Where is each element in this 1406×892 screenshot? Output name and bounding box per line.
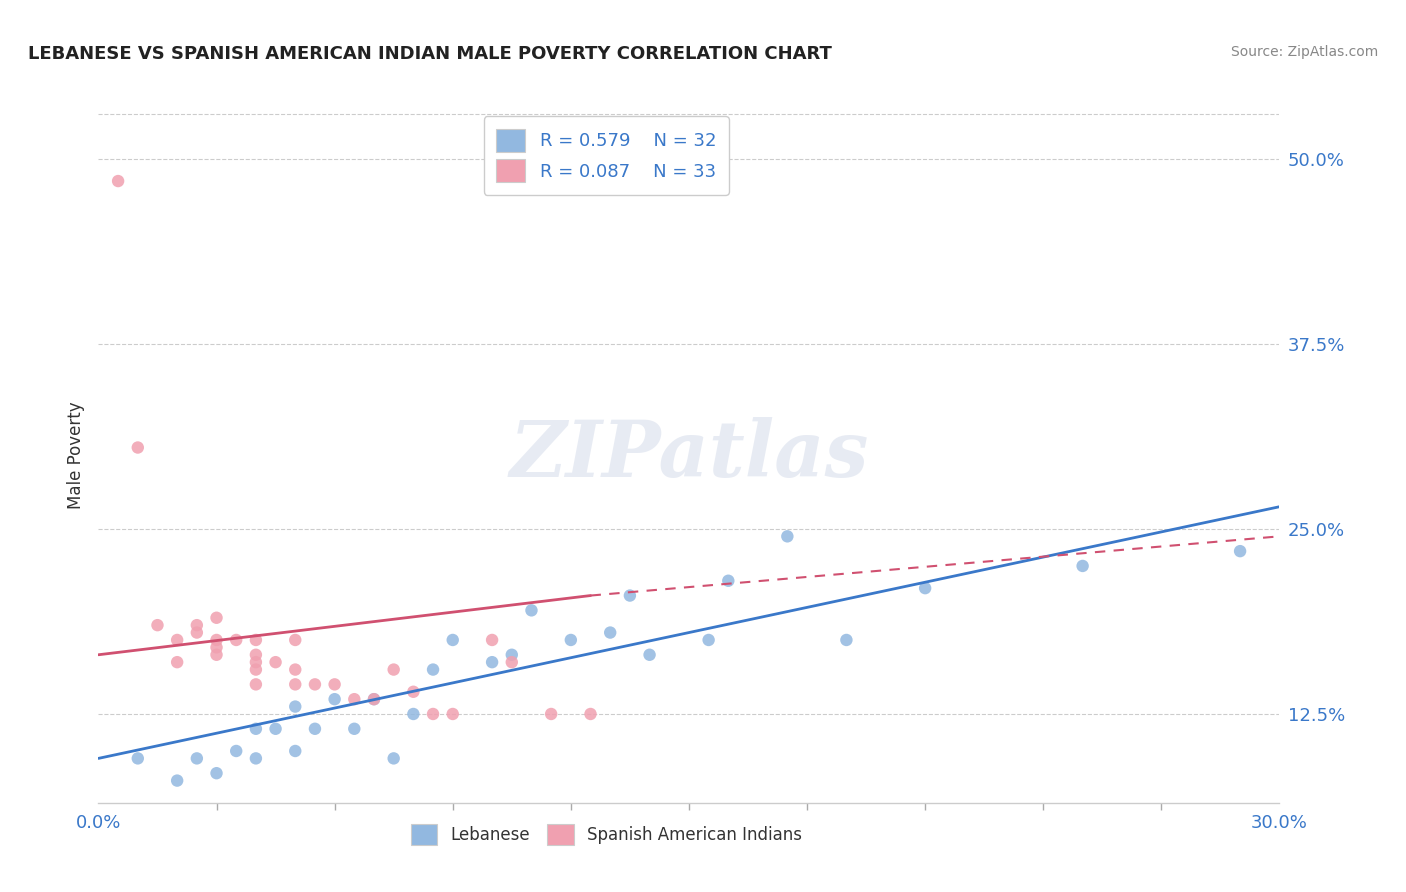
Point <box>166 773 188 788</box>
Point <box>304 677 326 691</box>
Text: LEBANESE VS SPANISH AMERICAN INDIAN MALE POVERTY CORRELATION CHART: LEBANESE VS SPANISH AMERICAN INDIAN MALE… <box>28 45 832 62</box>
Point <box>264 722 287 736</box>
Point <box>402 685 425 699</box>
Point <box>914 581 936 595</box>
Point <box>284 744 307 758</box>
Point <box>284 632 307 647</box>
Point <box>343 722 366 736</box>
Point <box>520 603 543 617</box>
Point <box>638 648 661 662</box>
Point <box>264 655 287 669</box>
Point <box>186 618 208 632</box>
Text: Source: ZipAtlas.com: Source: ZipAtlas.com <box>1230 45 1378 59</box>
Point <box>343 692 366 706</box>
Point <box>481 655 503 669</box>
Point <box>245 648 267 662</box>
Point <box>205 611 228 625</box>
Point <box>225 744 247 758</box>
Point <box>304 722 326 736</box>
Point <box>441 706 464 721</box>
Point <box>363 692 385 706</box>
Point <box>323 677 346 691</box>
Point <box>186 751 208 765</box>
Point <box>501 655 523 669</box>
Point <box>560 632 582 647</box>
Point <box>166 655 188 669</box>
Point <box>146 618 169 632</box>
Point <box>422 663 444 677</box>
Point <box>225 632 247 647</box>
Point <box>284 663 307 677</box>
Point <box>245 655 267 669</box>
Point <box>382 663 405 677</box>
Point <box>402 706 425 721</box>
Point <box>441 632 464 647</box>
Point <box>579 706 602 721</box>
Point <box>166 632 188 647</box>
Point <box>245 722 267 736</box>
Point <box>619 589 641 603</box>
Point <box>835 632 858 647</box>
Point <box>481 632 503 647</box>
Point <box>205 648 228 662</box>
Point <box>205 632 228 647</box>
Point <box>697 632 720 647</box>
Point <box>245 677 267 691</box>
Point <box>382 751 405 765</box>
Point <box>186 625 208 640</box>
Point <box>127 441 149 455</box>
Point <box>205 640 228 655</box>
Point <box>284 699 307 714</box>
Y-axis label: Male Poverty: Male Poverty <box>66 401 84 508</box>
Legend: Lebanese, Spanish American Indians: Lebanese, Spanish American Indians <box>399 813 814 857</box>
Point <box>284 677 307 691</box>
Point <box>363 692 385 706</box>
Point <box>776 529 799 543</box>
Point <box>422 706 444 721</box>
Point <box>127 751 149 765</box>
Point <box>717 574 740 588</box>
Point <box>540 706 562 721</box>
Point <box>245 632 267 647</box>
Point <box>1229 544 1251 558</box>
Point <box>599 625 621 640</box>
Point <box>245 751 267 765</box>
Text: ZIPatlas: ZIPatlas <box>509 417 869 493</box>
Point <box>245 663 267 677</box>
Point <box>107 174 129 188</box>
Point <box>323 692 346 706</box>
Point <box>1071 558 1094 573</box>
Point <box>501 648 523 662</box>
Point <box>205 766 228 780</box>
